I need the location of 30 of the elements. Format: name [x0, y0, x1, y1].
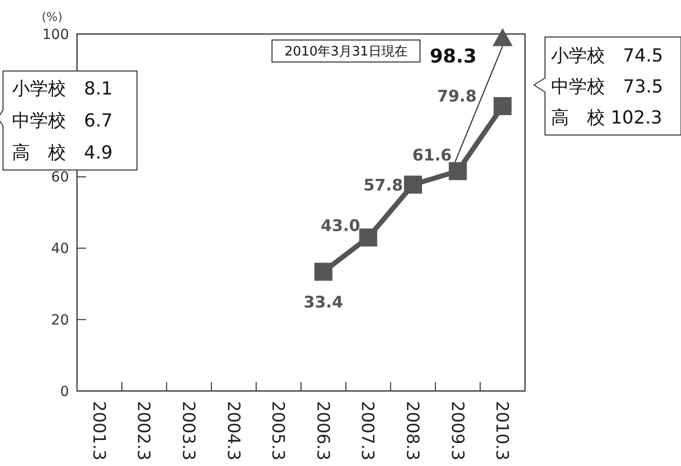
x-tick-label: 2004.3	[222, 401, 243, 460]
y-tick-label: 100	[42, 26, 69, 43]
point	[359, 228, 378, 246]
x-tick-label: 2002.3	[133, 401, 154, 460]
x-tick-label: 2008.3	[402, 401, 422, 460]
y-tick-label: 60	[51, 170, 69, 186]
y-tick-label: 40	[51, 241, 69, 258]
data-label: 98.3	[430, 46, 477, 68]
data-label: 79.8	[437, 86, 477, 106]
point	[494, 97, 512, 116]
x-tick-label: 2007.3	[357, 401, 378, 460]
annotation: 2010年3月31日現在	[284, 44, 408, 60]
x-tick-label: 2006.3	[312, 401, 332, 460]
text: 小学校 74.5 中学校 73.5 高 校 102.3	[551, 45, 664, 128]
point	[404, 176, 422, 194]
data-label: 43.0	[320, 216, 360, 236]
annotation: 小学校 8.1 中学校 6.7 高 校 4.9	[12, 78, 113, 164]
x-tick-label: 2003.3	[178, 401, 198, 460]
point	[448, 162, 467, 180]
y-tick-label: 20	[51, 312, 69, 328]
y-tick-label: 0	[60, 384, 69, 400]
point	[314, 262, 332, 281]
y-axis-title: (%)	[42, 10, 62, 24]
x-tick-label: 2001.3	[88, 401, 108, 460]
x-tick-label: 2005.3	[268, 401, 288, 460]
data-label: 57.8	[364, 175, 403, 194]
x-tick-label: 2010.3	[492, 401, 512, 460]
data-label: 33.4	[304, 292, 344, 312]
x-tick-label: 2009.3	[446, 401, 467, 460]
data-label: 61.6	[412, 146, 452, 165]
